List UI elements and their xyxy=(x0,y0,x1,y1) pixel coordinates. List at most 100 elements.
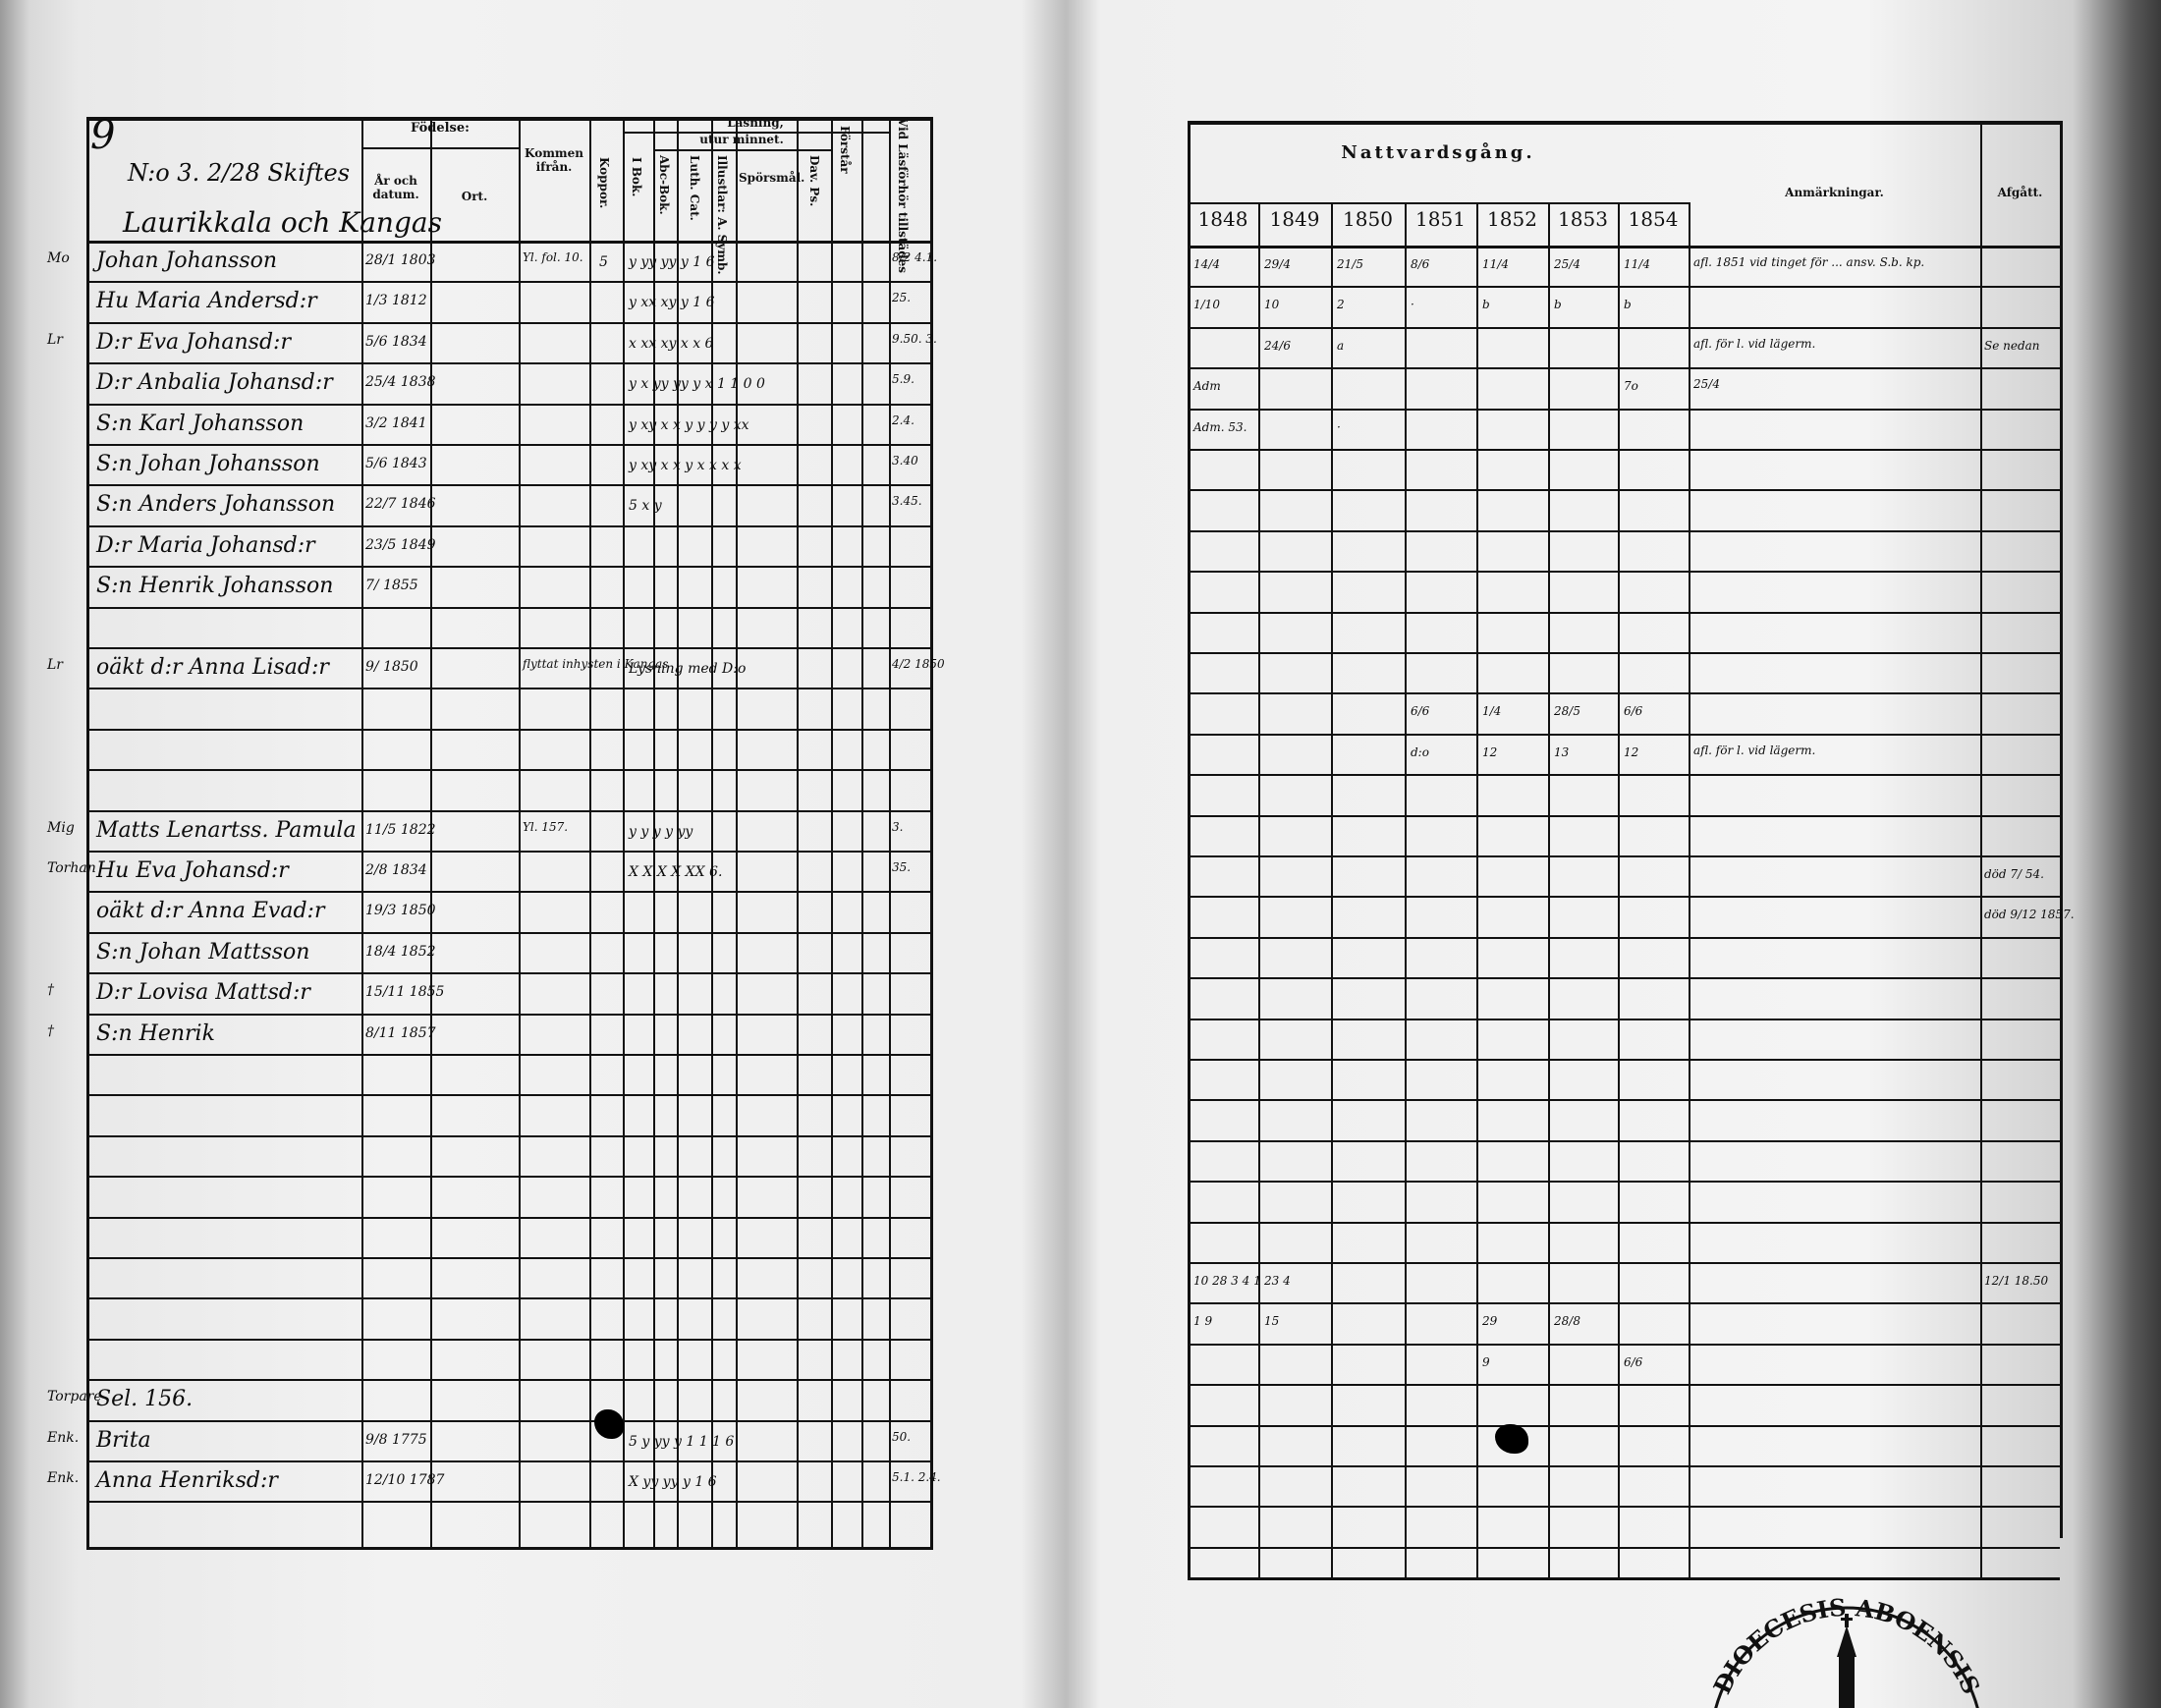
person-name: D:r Anbalia Johansd:r xyxy=(96,370,333,396)
communion-date: 6/6 xyxy=(1624,704,1643,719)
column-line xyxy=(677,117,679,1547)
rule-line xyxy=(1188,1221,2060,1224)
rule-line xyxy=(361,147,519,149)
margin-note: Mig xyxy=(47,819,75,836)
birth-date: 12/10 1787 xyxy=(365,1472,445,1488)
rule-line xyxy=(1188,449,2060,451)
rule-line xyxy=(86,1547,933,1550)
register-row: Torhan Hu Eva Johansd:r 2/8 1834 X X X X XX… xyxy=(0,856,933,897)
column-line xyxy=(1548,202,1550,1577)
birth-date: 28/1 1803 xyxy=(365,252,436,268)
communion-date: 13 xyxy=(1554,744,1570,759)
register-row: Mig Matts Lenartss. Pamula 11/5 1822 Yl. 15… xyxy=(0,816,933,856)
year-header: 1849 xyxy=(1269,207,1320,231)
birth-date: 18/4 1852 xyxy=(365,943,436,960)
communion-row: 6/6 1/4 28/5 6/6 xyxy=(0,698,2063,739)
rule-line xyxy=(86,1013,930,1016)
communion-date: a xyxy=(1337,338,1345,353)
person-name: Sel. 156. xyxy=(96,1387,194,1412)
column-header-i-bok: I Bok. xyxy=(630,157,643,197)
communion-row: Adm 7o 25/4 xyxy=(0,373,2063,413)
communion-date: 7o xyxy=(1624,379,1638,394)
reading-marks: X X X X XX 6. xyxy=(629,864,723,880)
rule-line xyxy=(86,769,930,772)
communion-row: Adm. 53. · xyxy=(0,414,2063,455)
register-row: † S:n Henrik 8/11 1857 xyxy=(0,1019,933,1060)
communion-date: 10 28 3 4 1 xyxy=(1193,1274,1261,1288)
communion-row: 1/10 10 2 · b b b xyxy=(0,292,2063,332)
year-header: 1851 xyxy=(1415,207,1466,231)
communion-date: 1/4 xyxy=(1482,704,1502,719)
communion-date: · xyxy=(1411,298,1414,312)
birth-date: 25/4 1838 xyxy=(365,374,436,391)
rule-line xyxy=(1188,408,2060,411)
person-name: S:n Johan Johansson xyxy=(96,452,320,476)
attendance-note: 8/2 4.1. xyxy=(892,250,938,264)
column-line xyxy=(1689,202,1690,1577)
rule-line xyxy=(623,132,889,134)
column-line xyxy=(1476,202,1478,1577)
communion-date: · xyxy=(1337,419,1341,434)
birth-date: 9/ 1850 xyxy=(365,659,418,675)
communion-date: 14/4 xyxy=(1193,257,1220,271)
column-line xyxy=(86,117,89,1547)
reading-marks: 5 y yy y 1 1 1 6 xyxy=(629,1433,735,1450)
rule-line xyxy=(1188,326,2060,329)
column-line xyxy=(889,117,891,1547)
year-header: 1853 xyxy=(1558,207,1608,231)
came-from-header: Kommen ifrån. xyxy=(525,146,583,174)
communion-date: b xyxy=(1624,298,1632,312)
birth-date: 1/3 1812 xyxy=(365,293,427,309)
communion-date: 8/6 xyxy=(1411,257,1430,271)
rule-line xyxy=(653,149,831,151)
register-row: S:n Anders Johansson 22/7 1846 5 x y 3.45. xyxy=(0,490,933,530)
rule-line xyxy=(86,688,930,690)
birth-date: 5/6 1834 xyxy=(365,333,427,350)
rule-line xyxy=(86,524,930,527)
communion-date: 25/4 xyxy=(1554,257,1580,271)
column-line xyxy=(1405,202,1407,1577)
rule-line xyxy=(86,972,930,975)
birth-date: 15/11 1855 xyxy=(365,984,445,1001)
person-name: Anna Henriksd:r xyxy=(96,1468,278,1493)
column-line xyxy=(589,117,591,1547)
rule-line xyxy=(86,321,930,324)
rule-line xyxy=(1188,977,2060,980)
remark-note: afl. för l. vid lägerm. xyxy=(1693,743,1816,757)
rule-line xyxy=(86,1460,930,1462)
attendance-note: 5.1. 2.4. xyxy=(892,1470,941,1484)
register-row: Hu Maria Andersd:r 1/3 1812 y xx xy y 1 6 2… xyxy=(0,287,933,327)
year-header: 1850 xyxy=(1343,207,1393,231)
came-from: Yl. fol. 10. xyxy=(523,250,583,264)
came-from: flyttat inhysten i Kangas xyxy=(523,657,669,671)
margin-note: Lr xyxy=(47,657,63,673)
village-name: Laurikkala och Kangas xyxy=(123,206,442,239)
column-header-dav-ps: Dav. Ps. xyxy=(807,155,821,207)
communion-date: 12 xyxy=(1624,744,1639,759)
margin-note: Lr xyxy=(47,331,63,348)
rule-line xyxy=(86,1054,930,1056)
rule-line xyxy=(1188,733,2060,736)
rule-line xyxy=(1188,1262,2060,1264)
attendance-note: 35. xyxy=(892,860,912,874)
communion-date: 1/10 xyxy=(1193,298,1220,312)
rule-line xyxy=(86,728,930,731)
ink-blot xyxy=(1495,1424,1528,1454)
communion-date: 6/6 xyxy=(1624,1354,1643,1369)
column-line xyxy=(861,117,863,1547)
departed-note: död 9/12 1857. xyxy=(1984,908,2075,922)
rule-line xyxy=(86,809,930,812)
rule-line xyxy=(86,1216,930,1219)
column-line xyxy=(519,117,521,1547)
rule-line xyxy=(86,484,930,487)
column-line xyxy=(930,117,933,1547)
reading-marks: X yy yy y 1 6 xyxy=(629,1474,717,1490)
birth-date: 2/8 1834 xyxy=(365,862,427,878)
rule-line xyxy=(1188,1577,2060,1580)
communion-row: 10 28 3 4 1 23 4 12/1 18.50 xyxy=(0,1268,2063,1308)
rule-line xyxy=(1188,1384,2060,1387)
rule-line xyxy=(1188,286,2060,289)
rule-line xyxy=(1188,121,2063,125)
year-header: 1854 xyxy=(1628,207,1679,231)
remark-note: afl. 1851 vid tinget för ... ansv. S.b. … xyxy=(1693,255,1925,269)
